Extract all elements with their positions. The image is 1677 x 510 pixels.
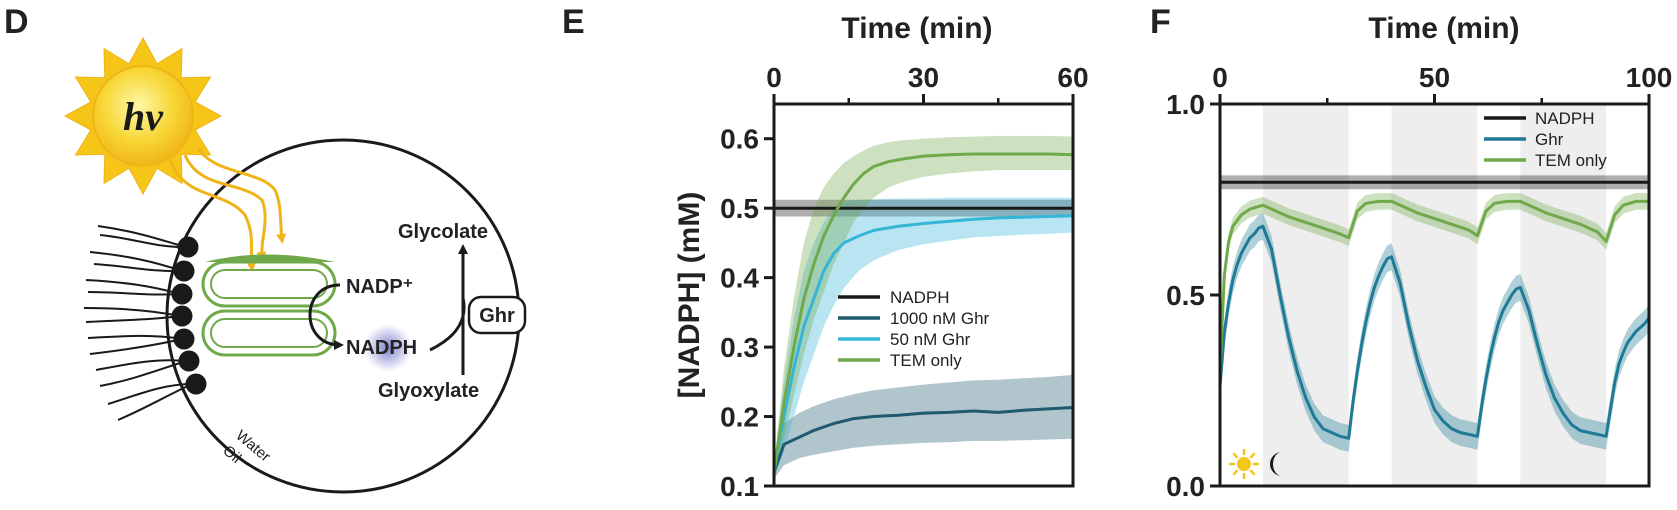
- x-tick-label: 50: [1419, 62, 1450, 93]
- legend-label: NADPH: [1535, 109, 1595, 128]
- panel-label-e: E: [562, 3, 585, 41]
- legend-label: 50 nM Ghr: [890, 330, 971, 349]
- panel-d: D Wate: [4, 3, 527, 494]
- y-tick-label: 0.2: [720, 402, 759, 433]
- series-line: [772, 406, 1074, 473]
- thylakoid-lower: [201, 309, 337, 357]
- reduction-arrow: [308, 283, 344, 350]
- series-band: [774, 135, 1073, 480]
- series-line: [1218, 199, 1649, 372]
- series-line: [1218, 224, 1651, 440]
- glycolate-label: Glycolate: [398, 221, 488, 243]
- series-band: [774, 197, 1073, 480]
- thylakoid-cap: [205, 254, 335, 262]
- y-tick-label: 0.3: [720, 332, 759, 363]
- y-tick-label: 0.5: [720, 193, 759, 224]
- panel-label-d: D: [4, 3, 29, 41]
- x-tick-label: 0: [1212, 62, 1228, 93]
- sun-icon: [1228, 448, 1260, 480]
- nadph-glow: [364, 324, 412, 372]
- dark-period: [1262, 104, 1349, 486]
- f-lines: [1218, 180, 1651, 440]
- x-tick-label: 30: [908, 62, 939, 93]
- lipid-tails: [83, 225, 193, 421]
- x-axis-title: Time (min): [1368, 12, 1519, 45]
- panel-label-f: F: [1150, 3, 1171, 41]
- y-tick-label: 0.0: [1166, 471, 1205, 502]
- y-axis-title: [NADPH] (mM): [673, 192, 706, 399]
- x-axis-title: Time (min): [841, 12, 992, 45]
- x-tick-label: 0: [766, 62, 782, 93]
- panel-f: F Time (min) 0 50 100 0.0 0.5 1.0 NADPH …: [1150, 3, 1672, 502]
- nadp-plus-label: NADP⁺: [346, 276, 413, 298]
- light-arrows: [168, 147, 287, 272]
- sun-disc: [92, 65, 194, 167]
- y-tick-label: 0.5: [1166, 280, 1205, 311]
- y-tick-label: 1.0: [1166, 89, 1205, 120]
- legend-label: TEM only: [1535, 151, 1607, 170]
- sun-icon: hν: [63, 36, 223, 196]
- e-legend: NADPH 1000 nM Ghr 50 nM Ghr TEM only: [838, 288, 990, 370]
- dark-period: [1520, 104, 1607, 486]
- legend-label: Ghr: [1535, 130, 1564, 149]
- series-band: [1220, 193, 1649, 380]
- legend-label: TEM only: [890, 351, 962, 370]
- sun-label: hν: [123, 94, 164, 139]
- ghr-box: [467, 295, 527, 335]
- x-tick-label: 60: [1057, 62, 1088, 93]
- legend-label: 1000 nM Ghr: [890, 309, 990, 328]
- y-tick-label: 0.4: [720, 263, 759, 294]
- series-line: [772, 214, 1074, 473]
- legend-label: NADPH: [890, 288, 950, 307]
- x-tick-label: 100: [1626, 62, 1673, 93]
- panel-e: E Time (min) [NADPH] (mM) 0 30 60 0.1 0.…: [562, 3, 1089, 502]
- y-tick-label: 0.1: [720, 471, 759, 502]
- e-lines: [772, 152, 1074, 473]
- f-dark-periods: [1262, 104, 1607, 486]
- cofactor-link: [429, 297, 466, 352]
- thylakoid-stack: [201, 254, 337, 357]
- y-tick-label: 0.6: [720, 124, 759, 155]
- glyoxylate-label: Glyoxylate: [378, 380, 479, 402]
- lipid-heads: [171, 236, 207, 395]
- nadph-label: NADPH: [346, 337, 417, 359]
- series-line: [772, 152, 1074, 473]
- dark-period: [1391, 104, 1478, 486]
- droplet-outline: [165, 138, 521, 494]
- ghr-label: Ghr: [479, 305, 515, 327]
- series-band: [774, 374, 1073, 480]
- f-legend: NADPH Ghr TEM only: [1484, 109, 1607, 170]
- moon-icon: [1270, 452, 1282, 476]
